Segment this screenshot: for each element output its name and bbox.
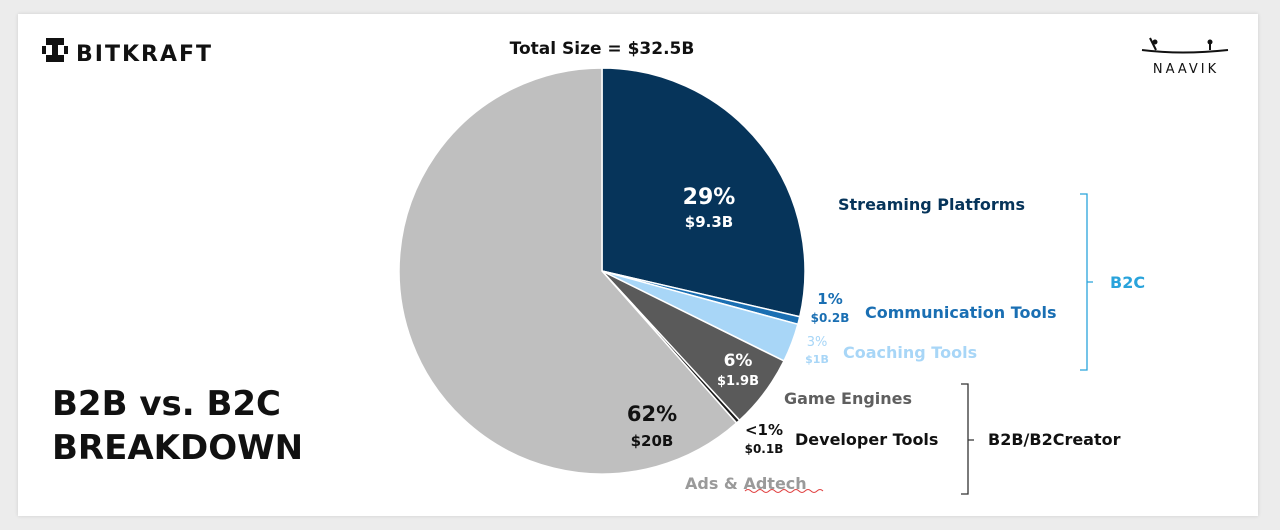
naavik-logo: NAAVIK	[1141, 37, 1229, 77]
legend-game-engines: Game Engines	[784, 389, 912, 408]
value-label-developer-tools: $0.1B	[745, 442, 784, 456]
spellcheck-underline	[744, 489, 824, 493]
legend-ads-adtech: Ads & Adtech	[685, 474, 807, 493]
bitkraft-mark-icon	[42, 38, 68, 62]
naavik-boat-icon	[1141, 37, 1229, 54]
pct-label-ads: 62%	[627, 402, 677, 426]
slide: BITKRAFT NAAVIK B2B vs. B2C BREAKDOWN To…	[18, 14, 1258, 516]
b2c-bracket	[1080, 193, 1093, 371]
headline-line2: BREAKDOWN	[52, 428, 303, 468]
naavik-wordmark: NAAVIK	[1153, 62, 1219, 77]
pct-label-game-engines: 6%	[724, 351, 753, 371]
bitkraft-wordmark: BITKRAFT	[76, 42, 213, 67]
legend-communication-tools: Communication Tools	[865, 303, 1057, 322]
value-label-ads: $20B	[631, 432, 674, 450]
pct-label-communication: 1%	[817, 290, 842, 308]
slide-canvas: BITKRAFT NAAVIK B2B vs. B2C BREAKDOWN To…	[42, 37, 1229, 495]
legend-coaching-tools: Coaching Tools	[843, 343, 977, 362]
value-label-communication: $0.2B	[811, 311, 850, 325]
headline-line1: B2B vs. B2C	[52, 384, 281, 424]
pct-label-streaming: 29%	[683, 185, 736, 210]
value-label-streaming: $9.3B	[685, 213, 733, 231]
value-label-game-engines: $1.9B	[717, 374, 759, 389]
group-label-b2b: B2B/B2Creator	[988, 430, 1121, 449]
chart-title: Total Size = $32.5B	[510, 39, 695, 59]
bitkraft-logo: BITKRAFT	[42, 38, 213, 67]
pie-slice-ads-adtech	[398, 67, 738, 475]
legend-developer-tools: Developer Tools	[795, 430, 938, 449]
legend-streaming-platforms: Streaming Platforms	[838, 195, 1025, 214]
b2b-bracket	[961, 383, 974, 495]
value-label-coaching: $1B	[805, 353, 829, 366]
pie-slice-streaming-platforms	[601, 67, 806, 318]
pct-label-coaching: 3%	[807, 335, 828, 350]
pie-chart	[398, 67, 806, 475]
pct-label-developer-tools: <1%	[745, 421, 783, 439]
group-label-b2c: B2C	[1110, 273, 1145, 292]
